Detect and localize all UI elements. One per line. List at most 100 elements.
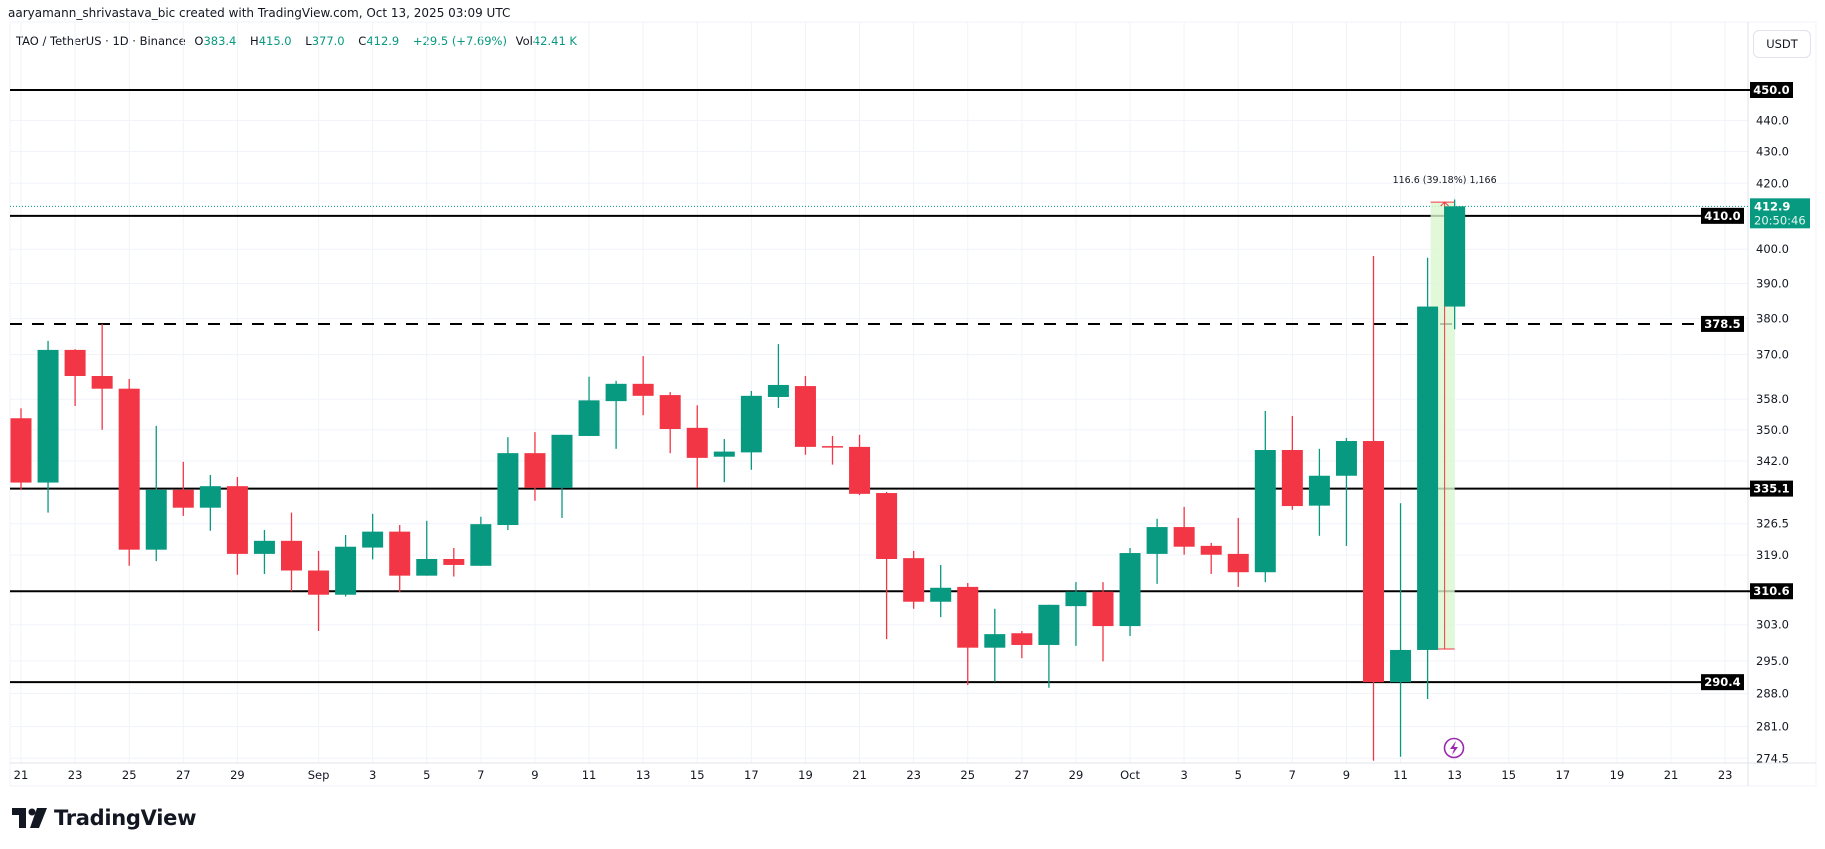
last-price-label: 412.920:50:46 — [1750, 198, 1810, 229]
candle-up — [335, 534, 357, 597]
candle-up — [145, 425, 167, 562]
candle-up — [740, 390, 762, 470]
time-tick-label: 9 — [531, 768, 538, 782]
candle-body — [957, 586, 979, 648]
time-tick-label: 21 — [852, 768, 867, 782]
price-axis[interactable]: 440.0 430.0 420.0 400.0 390.0 380.0 370.0 358.0… — [1750, 82, 1810, 765]
price-tick-label: 400.0 — [1756, 242, 1789, 256]
candle-up — [362, 513, 384, 560]
chart-frame — [9, 21, 1817, 787]
level-label-text: 378.5 — [1704, 317, 1740, 331]
candle-up — [1065, 582, 1087, 646]
price-tick-label: 358.0 — [1756, 392, 1789, 406]
level-label-box — [1750, 82, 1793, 98]
candle-body — [632, 383, 654, 396]
candle-body — [1335, 441, 1357, 476]
level-label-text: 290.4 — [1704, 675, 1740, 689]
candle-down — [794, 376, 816, 455]
legend-high: H415.0 — [250, 34, 297, 48]
time-tick-label: 3 — [1180, 768, 1187, 782]
candle-up — [37, 340, 59, 513]
time-tick-label: Oct — [1120, 768, 1140, 782]
time-tick-label: 27 — [176, 768, 191, 782]
candle-down — [849, 434, 871, 496]
level-label-box — [1750, 480, 1793, 497]
last-price-value: 412.9 — [1754, 199, 1790, 213]
price-tick-label: 430.0 — [1756, 144, 1789, 158]
candle-body — [713, 451, 735, 457]
candle-body — [10, 418, 32, 483]
time-tick-label: 7 — [1289, 768, 1296, 782]
level-price-label: 335.1 — [1750, 480, 1793, 497]
candle-body — [470, 524, 492, 566]
candle-up — [1038, 604, 1060, 688]
candle-down — [1092, 582, 1114, 662]
time-axis[interactable]: 21 23 25 27 29 Sep 3 5 7 9 11 13 15 17 19 21 23 25 27 29 Oct… — [14, 768, 1733, 782]
candle-down — [64, 349, 86, 407]
price-tick-label: 303.0 — [1756, 618, 1789, 632]
candle-up — [605, 380, 627, 449]
candle-down — [1173, 506, 1195, 555]
time-tick-label: 11 — [1393, 768, 1408, 782]
candle-up — [1254, 410, 1276, 583]
candle-body — [37, 349, 59, 483]
level-price-label: 310.6 — [1750, 583, 1793, 600]
candle-body — [794, 386, 816, 447]
level-label-text: 310.6 — [1753, 584, 1789, 598]
candle-body — [416, 558, 438, 576]
level-price-label: 290.4 — [1701, 674, 1744, 691]
candle-body — [1065, 591, 1087, 607]
high-label: H — [250, 34, 259, 48]
candle-up — [199, 474, 221, 531]
candle-down — [172, 461, 194, 516]
candle-down — [118, 378, 140, 566]
time-tick-label: 21 — [1664, 768, 1679, 782]
bar-countdown: 20:50:46 — [1754, 213, 1806, 227]
price-tick-label: 319.0 — [1756, 548, 1789, 562]
candle-down — [686, 405, 708, 488]
candle-down — [1281, 415, 1303, 510]
candle-down — [1011, 630, 1033, 659]
candle-up — [1417, 257, 1439, 700]
open-value: 383.4 — [203, 34, 237, 48]
volume-value: 42.41 K — [532, 34, 577, 48]
time-tick-label: 29 — [230, 768, 245, 782]
time-tick-label: 17 — [744, 768, 759, 782]
candle-body — [1092, 591, 1114, 627]
lightning-event-icon[interactable] — [1443, 737, 1465, 759]
time-tick-label: 19 — [1610, 768, 1625, 782]
candle-body — [1200, 545, 1222, 555]
time-tick-label: 13 — [636, 768, 651, 782]
price-tick-label: 420.0 — [1756, 176, 1789, 190]
price-tick-label: 342.0 — [1756, 454, 1789, 468]
price-tick-label: 380.0 — [1756, 312, 1789, 326]
time-tick-label: 15 — [1501, 768, 1516, 782]
legend-change: +29.5 (+7.69%) — [412, 34, 507, 48]
time-tick-label: 19 — [798, 768, 813, 782]
grid — [10, 22, 1816, 786]
price-tick-label: 440.0 — [1756, 113, 1789, 127]
tradingview-logo-icon — [12, 808, 47, 828]
candle-up — [551, 434, 573, 518]
candle-body — [1363, 441, 1384, 683]
currency-button[interactable]: USDT — [1753, 30, 1811, 58]
time-tick-label: 17 — [1556, 768, 1571, 782]
level-label-text: 410.0 — [1704, 209, 1740, 223]
time-tick-label: Sep — [308, 768, 330, 782]
symbol-title[interactable]: TAO / TetherUS · 1D · Binance — [16, 34, 186, 48]
candle-body — [1390, 649, 1412, 683]
candle-up — [497, 437, 519, 530]
brand-name: TradingView — [54, 806, 197, 830]
candle-body — [903, 558, 925, 602]
last-price-box — [1750, 198, 1810, 229]
candle-up — [1335, 437, 1357, 546]
candle-body — [118, 388, 140, 550]
candle-body — [497, 453, 519, 525]
legend-close: C412.9 — [358, 34, 404, 48]
candle-body — [930, 587, 952, 602]
candle-body — [1173, 527, 1195, 547]
time-tick-label: 9 — [1343, 768, 1350, 782]
price-tick-label: 326.5 — [1756, 517, 1789, 531]
candle-up — [984, 608, 1006, 682]
